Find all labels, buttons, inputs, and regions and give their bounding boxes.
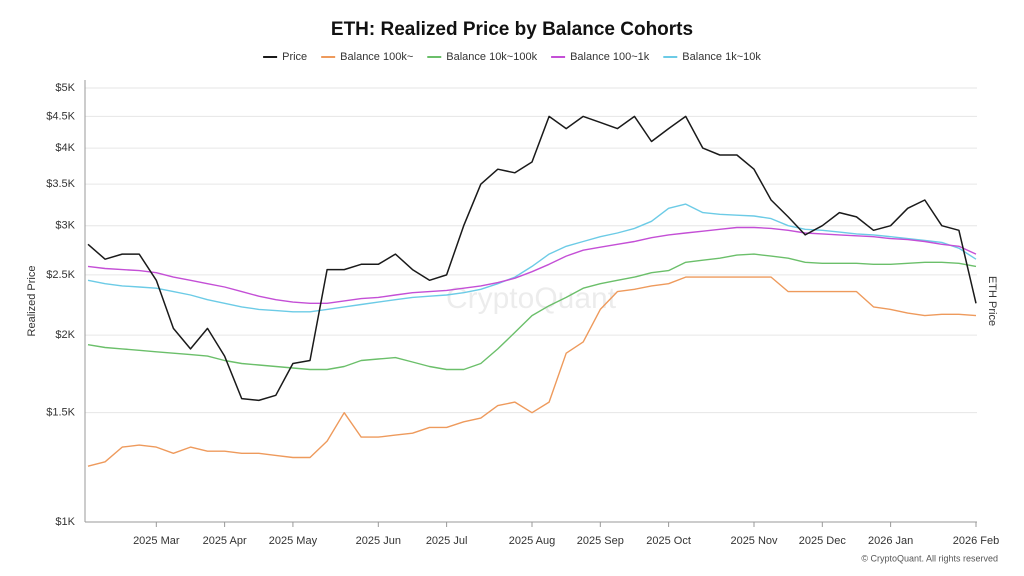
series-line bbox=[87, 115, 977, 402]
x-tick-label: 2026 Jan bbox=[868, 535, 913, 547]
y-tick-label: $1.5K bbox=[46, 407, 75, 419]
y-tick-label: $2.5K bbox=[46, 269, 75, 281]
x-tick-label: 2026 Feb bbox=[953, 535, 999, 547]
series-line bbox=[87, 276, 977, 467]
y-axis-label: Realized Price bbox=[26, 266, 38, 337]
y-tick-label: $5K bbox=[55, 82, 75, 94]
legend-label: Balance 1k~10k bbox=[682, 51, 761, 63]
legend-label: Balance 100~1k bbox=[570, 51, 650, 63]
x-tick-label: 2025 May bbox=[269, 535, 318, 547]
x-tick-label: 2025 Apr bbox=[203, 535, 247, 547]
y-tick-label: $2K bbox=[55, 329, 75, 341]
x-tick-label: 2025 Jul bbox=[426, 535, 468, 547]
y-tick-label: $4.5K bbox=[46, 110, 75, 122]
y-tick-label: $4K bbox=[55, 142, 75, 154]
x-tick-label: 2025 Mar bbox=[133, 535, 180, 547]
legend-label: Price bbox=[282, 51, 307, 63]
series-line bbox=[87, 203, 977, 313]
legend-label: Balance 100k~ bbox=[340, 51, 413, 63]
y-tick-label: $3K bbox=[55, 220, 75, 232]
credit: © CryptoQuant. All rights reserved bbox=[861, 553, 998, 563]
x-tick-label: 2025 Aug bbox=[509, 535, 556, 547]
legend-label: Balance 10k~100k bbox=[446, 51, 537, 63]
x-tick-label: 2025 Nov bbox=[730, 535, 778, 547]
x-tick-label: 2025 Oct bbox=[646, 535, 691, 547]
x-tick-label: 2025 Jun bbox=[356, 535, 401, 547]
legend: Price Balance 100k~ Balance 10k~100k Balanc… bbox=[263, 51, 761, 63]
x-tick-label: 2025 Sep bbox=[577, 535, 624, 547]
series-line bbox=[87, 226, 977, 304]
y2-axis-label: ETH Price bbox=[986, 276, 998, 326]
y-tick-label: $1K bbox=[55, 516, 75, 528]
x-tick-label: 2025 Dec bbox=[799, 535, 847, 547]
series-line bbox=[87, 253, 977, 371]
y-tick-label: $3.5K bbox=[46, 178, 75, 190]
chart-title: ETH: Realized Price by Balance Cohorts bbox=[331, 19, 693, 40]
